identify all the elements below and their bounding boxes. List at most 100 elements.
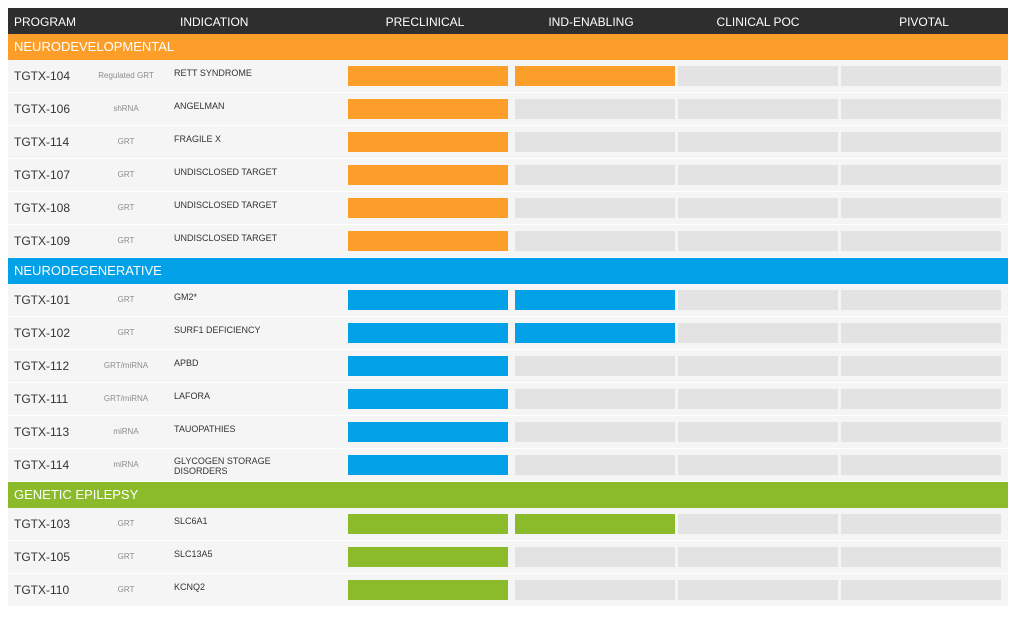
modality-label: GRT [117,519,135,528]
stage-bar-clinical-poc [678,389,838,409]
modality-label: GRT/miRNA [103,361,149,370]
stage-bar-ind-enabling [515,231,675,251]
program-label: TGTX-113 [14,425,70,439]
program-label: TGTX-110 [14,583,70,597]
column-header-row: PROGRAM INDICATION PRECLINICAL IND-ENABL… [8,8,1008,34]
column-header-clinical-poc: CLINICAL POC [716,15,800,29]
program-label: TGTX-104 [14,69,71,83]
stage-bar-ind-enabling [515,99,675,119]
stage-bar-pivotal [841,99,1001,119]
indication-label: ANGELMAN [174,101,225,111]
indication-label: GM2* [174,292,198,302]
stage-bar-ind-enabling [515,290,675,310]
stage-bar-ind-enabling [515,66,675,86]
stage-bar-clinical-poc [678,514,838,534]
stage-bar-clinical-poc [678,356,838,376]
program-label: TGTX-107 [14,168,71,182]
modality-label: GRT [117,203,135,212]
stage-bar-preclinical [348,455,508,475]
table-row: TGTX-102 GRT SURF1 DEFICIENCY [8,317,1008,350]
indication-label: UNDISCLOSED TARGET [174,200,278,210]
stage-bar-clinical-poc [678,165,838,185]
stage-bar-pivotal [841,356,1001,376]
table-row: TGTX-110 GRT KCNQ2 [8,574,1008,607]
modality-label: shRNA [113,104,139,113]
stage-bar-clinical-poc [678,132,838,152]
stage-bar-preclinical [348,514,508,534]
stage-bar-clinical-poc [678,422,838,442]
stage-bar-ind-enabling [515,547,675,567]
stage-bar-pivotal [841,290,1001,310]
column-header-program: PROGRAM [14,15,77,29]
program-label: TGTX-106 [14,102,71,116]
stage-bar-clinical-poc [678,580,838,600]
stage-bar-preclinical [348,356,508,376]
indication-label: SURF1 DEFICIENCY [174,325,261,335]
table-row: TGTX-106 shRNA ANGELMAN [8,93,1008,126]
stage-bar-preclinical [348,165,508,185]
indication-label: SLC6A1 [174,516,208,526]
table-row: TGTX-112 GRT/miRNA APBD [8,350,1008,383]
stage-bar-pivotal [841,422,1001,442]
stage-bar-clinical-poc [678,66,838,86]
modality-label: GRT [117,295,135,304]
pipeline-body: NEURODEVELOPMENTAL TGTX-104 Regulated GRT R… [8,34,1008,607]
program-label: TGTX-114 [14,135,70,149]
stage-bar-ind-enabling [515,422,675,442]
stage-bar-preclinical [348,389,508,409]
indication-label: UNDISCLOSED TARGET [174,167,278,177]
stage-bar-preclinical [348,422,508,442]
stage-bar-ind-enabling [515,198,675,218]
stage-bar-pivotal [841,580,1001,600]
program-label: TGTX-108 [14,201,71,215]
table-row: TGTX-104 Regulated GRT RETT SYNDROME [8,60,1008,93]
stage-bar-clinical-poc [678,547,838,567]
stage-bar-preclinical [348,198,508,218]
stage-bar-pivotal [841,455,1001,475]
stage-bar-pivotal [841,66,1001,86]
stage-bar-ind-enabling [515,455,675,475]
modality-label: GRT [117,328,135,337]
table-row: TGTX-107 GRT UNDISCLOSED TARGET [8,159,1008,192]
stage-bar-ind-enabling [515,132,675,152]
indication-label: APBD [174,358,199,368]
stage-bar-pivotal [841,389,1001,409]
program-label: TGTX-114 [14,458,70,472]
indication-label: TAUOPATHIES [174,424,236,434]
program-label: TGTX-101 [14,293,71,307]
modality-label: GRT [117,170,135,179]
stage-bar-pivotal [841,547,1001,567]
program-label: TGTX-105 [14,550,71,564]
stage-bar-preclinical [348,132,508,152]
table-row: TGTX-113 miRNA TAUOPATHIES [8,416,1008,449]
program-label: TGTX-103 [14,517,71,531]
modality-label: Regulated GRT [98,71,154,80]
stage-bar-preclinical [348,231,508,251]
stage-bar-pivotal [841,165,1001,185]
pipeline-chart: PROGRAM INDICATION PRECLINICAL IND-ENABL… [8,8,1008,607]
stage-bar-ind-enabling [515,356,675,376]
indication-label: KCNQ2 [174,582,206,592]
indication-label: SLC13A5 [174,549,213,559]
program-label: TGTX-109 [14,234,71,248]
indication-label: UNDISCLOSED TARGET [174,233,278,243]
group-band-neurodegenerative: NEURODEGENERATIVE [8,258,1008,284]
stage-bar-ind-enabling [515,165,675,185]
stage-bar-preclinical [348,99,508,119]
modality-label: GRT [117,137,135,146]
modality-label: GRT [117,552,135,561]
indication-label: FRAGILE X [174,134,222,144]
stage-bar-pivotal [841,198,1001,218]
table-row: TGTX-114 GRT FRAGILE X [8,126,1008,159]
stage-bar-clinical-poc [678,323,838,343]
column-header-pivotal: PIVOTAL [899,15,949,29]
stage-bar-preclinical [348,580,508,600]
stage-bar-preclinical [348,547,508,567]
stage-bar-preclinical [348,290,508,310]
program-label: TGTX-112 [14,359,70,373]
table-row: TGTX-108 GRT UNDISCLOSED TARGET [8,192,1008,225]
stage-bar-clinical-poc [678,231,838,251]
table-row: TGTX-111 GRT/miRNA LAFORA [8,383,1008,416]
group-band-neurodevelopmental: NEURODEVELOPMENTAL [8,34,1008,60]
stage-bar-clinical-poc [678,290,838,310]
